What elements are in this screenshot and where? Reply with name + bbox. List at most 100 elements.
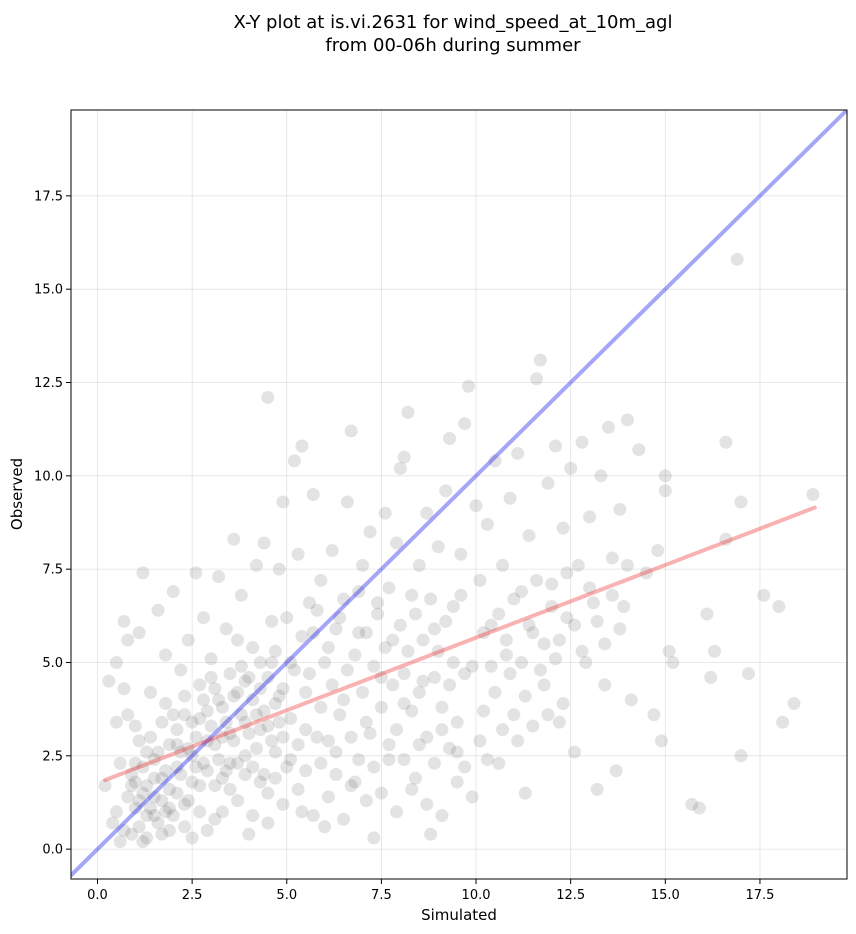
data-point: [193, 779, 207, 793]
x-tick-label: 10.0: [462, 888, 491, 903]
data-point: [503, 491, 517, 505]
data-point: [530, 573, 544, 587]
data-point: [181, 633, 195, 647]
data-point: [181, 741, 195, 755]
data-point: [265, 614, 279, 628]
data-point: [193, 711, 207, 725]
x-tick-label: 12.5: [556, 888, 585, 903]
data-point: [314, 700, 328, 714]
data-point: [806, 488, 820, 501]
data-point: [227, 532, 241, 546]
data-point: [261, 816, 275, 830]
data-point: [219, 764, 233, 778]
data-point: [344, 779, 358, 793]
data-point: [412, 558, 426, 572]
data-point: [227, 734, 241, 748]
data-point: [159, 648, 173, 662]
data-point: [166, 708, 180, 722]
data-point: [200, 734, 214, 748]
y-tick-label: 15.0: [34, 283, 63, 298]
data-point: [128, 775, 142, 789]
data-point: [147, 753, 161, 767]
data-point: [299, 723, 313, 737]
data-point: [253, 723, 267, 737]
data-point: [151, 816, 165, 830]
data-point: [443, 741, 457, 755]
data-point: [208, 812, 222, 826]
data-point: [238, 767, 252, 781]
data-point: [363, 726, 377, 740]
data-point: [719, 435, 733, 449]
data-point: [215, 700, 229, 714]
data-point: [140, 745, 154, 759]
data-point: [533, 663, 547, 677]
data-point: [136, 760, 150, 774]
data-point: [586, 596, 600, 610]
data-point: [284, 655, 298, 669]
data-point: [253, 682, 267, 696]
data-point: [647, 708, 661, 722]
data-point: [185, 715, 199, 729]
data-point: [397, 667, 411, 681]
x-tick-label: 7.5: [371, 888, 392, 903]
data-point: [234, 588, 248, 602]
data-point: [526, 719, 540, 733]
data-point: [299, 685, 313, 699]
data-point: [514, 585, 528, 599]
data-point: [590, 782, 604, 796]
y-tick-label: 5.0: [42, 656, 63, 671]
data-point: [238, 749, 252, 763]
data-point: [454, 588, 468, 602]
data-point: [484, 618, 498, 632]
data-point: [374, 786, 388, 800]
data-points: [98, 252, 820, 849]
data-point: [276, 495, 290, 509]
data-point: [378, 641, 392, 655]
data-point: [734, 749, 748, 763]
data-point: [401, 644, 415, 658]
data-point: [276, 730, 290, 744]
x-tick-label: 17.5: [745, 888, 774, 903]
data-point: [302, 667, 316, 681]
y-axis-ticks: 0.0 2.5 5.0 7.5 10.0 12.5 15.0 17.5: [34, 189, 71, 858]
data-point: [719, 532, 733, 546]
plot-frame: [70, 109, 848, 880]
data-point: [374, 700, 388, 714]
data-point: [125, 767, 139, 781]
data-point: [325, 543, 339, 557]
data-point: [159, 805, 173, 819]
data-point: [242, 670, 256, 684]
data-point: [155, 827, 169, 841]
data-point: [390, 536, 404, 550]
data-point: [473, 573, 487, 587]
data-point: [560, 566, 574, 580]
x-tick-label: 15.0: [651, 888, 680, 903]
data-point: [393, 618, 407, 632]
data-point: [405, 704, 419, 718]
data-point: [265, 655, 279, 669]
data-point: [215, 771, 229, 785]
data-point: [162, 738, 176, 752]
data-point: [639, 566, 653, 580]
data-point: [450, 715, 464, 729]
data-point: [405, 588, 419, 602]
data-point: [359, 794, 373, 808]
data-point: [408, 771, 422, 785]
data-point: [427, 622, 441, 636]
data-point: [227, 689, 241, 703]
data-point: [632, 443, 646, 457]
data-point: [284, 753, 298, 767]
data-point: [223, 726, 237, 740]
data-point: [613, 622, 627, 636]
data-point: [166, 809, 180, 823]
data-point: [420, 730, 434, 744]
data-point: [477, 626, 491, 640]
data-point: [333, 611, 347, 625]
data-point: [121, 708, 135, 722]
data-point: [272, 715, 286, 729]
data-point: [178, 820, 192, 834]
data-point: [272, 689, 286, 703]
data-point: [337, 812, 351, 826]
data-point: [552, 715, 566, 729]
data-point: [265, 734, 279, 748]
